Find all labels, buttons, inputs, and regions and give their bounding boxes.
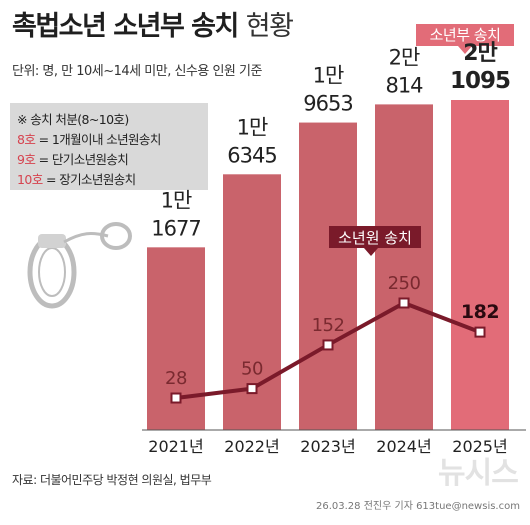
bar-group bbox=[147, 100, 509, 431]
legend-code: 8호 bbox=[17, 132, 36, 147]
x-tick-label: 2025년 bbox=[452, 437, 507, 456]
line-value-label: 28 bbox=[165, 368, 187, 389]
line-point bbox=[246, 383, 258, 395]
source-note: 자료: 더불어민주당 박정현 의원실, 법무부 bbox=[12, 473, 212, 487]
bar bbox=[299, 122, 357, 430]
legend-desc: = 1개월이내 소년원송치 bbox=[38, 132, 162, 147]
x-tick-label: 2022년 bbox=[224, 437, 279, 456]
bar bbox=[375, 104, 433, 431]
legend-item: 10호 = 장기소년원송치 bbox=[17, 169, 136, 188]
legend-item: 9호 = 단기소년원송치 bbox=[17, 149, 129, 168]
bar-value-label-number: 6345 bbox=[227, 143, 276, 167]
page-title: 촉법소년 소년부 송치 현황 bbox=[12, 4, 294, 43]
line-point bbox=[398, 297, 410, 309]
bar-value-label-unit: 2만 bbox=[463, 41, 497, 66]
legend-code: 10호 bbox=[17, 172, 43, 187]
bar-value-label-unit: 2만 bbox=[389, 45, 420, 69]
unit-note: 단위: 명, 만 10세~14세 미만, 신수용 인원 기준 bbox=[12, 64, 262, 79]
line-value-label: 182 bbox=[461, 301, 499, 323]
line-series-badge-label: 소년원 송치 bbox=[338, 229, 412, 247]
line-value-label: 250 bbox=[388, 273, 421, 294]
legend-desc: = 단기소년원송치 bbox=[38, 152, 129, 167]
bar-series-badge-tail bbox=[458, 46, 472, 54]
bar-value-label-number: 1095 bbox=[450, 68, 510, 94]
bar-value-label-unit: 1만 bbox=[313, 64, 344, 88]
line-series-badge-bg bbox=[329, 226, 421, 248]
line-point bbox=[474, 326, 486, 338]
line-series-badge-tail bbox=[364, 248, 378, 256]
bar-value-label-number: 1677 bbox=[151, 216, 200, 240]
line-value-label: 152 bbox=[312, 315, 345, 336]
legend-heading: ※ 송치 처분(8~10호) bbox=[17, 112, 129, 127]
x-tick-label: 2023년 bbox=[300, 437, 355, 456]
legend-desc: = 장기소년원송치 bbox=[45, 172, 136, 187]
legend-code: 9호 bbox=[17, 152, 36, 167]
watermark-logo: 뉴시스 bbox=[438, 456, 519, 491]
bar-value-label-unit: 1만 bbox=[237, 115, 268, 139]
x-axis: 2021년 2022년 2023년 2024년 2025년 bbox=[142, 429, 526, 456]
bar bbox=[451, 100, 509, 430]
handcuffs-icon bbox=[27, 222, 132, 309]
title-suffix: 현황 bbox=[245, 11, 294, 42]
line-point bbox=[322, 339, 334, 351]
credit-line: 26.03.28 전진우 기자 613tue@newsis.com bbox=[316, 501, 520, 512]
bar-value-label-unit: 1만 bbox=[161, 188, 192, 212]
legend-item: 8호 = 1개월이내 소년원송치 bbox=[17, 129, 161, 148]
bar-value-label-number: 9653 bbox=[303, 92, 352, 116]
x-tick-label: 2024년 bbox=[376, 437, 431, 456]
line-series: 28 50 152 250 182 bbox=[165, 273, 500, 404]
line-point bbox=[170, 392, 182, 404]
bar-value-label-number: 814 bbox=[385, 73, 423, 97]
bar-series-badge: 소년부 송치 bbox=[416, 24, 514, 46]
line-series-badge: 소년원 송치 bbox=[329, 226, 421, 256]
line-value-label: 50 bbox=[241, 359, 263, 380]
title-main: 촉법소년 소년부 송치 bbox=[12, 11, 239, 42]
legend-box: ※ 송치 처분(8~10호) 8호 = 1개월이내 소년원송치 9호 = 단기소… bbox=[10, 103, 208, 190]
x-tick-label: 2021년 bbox=[148, 437, 203, 456]
